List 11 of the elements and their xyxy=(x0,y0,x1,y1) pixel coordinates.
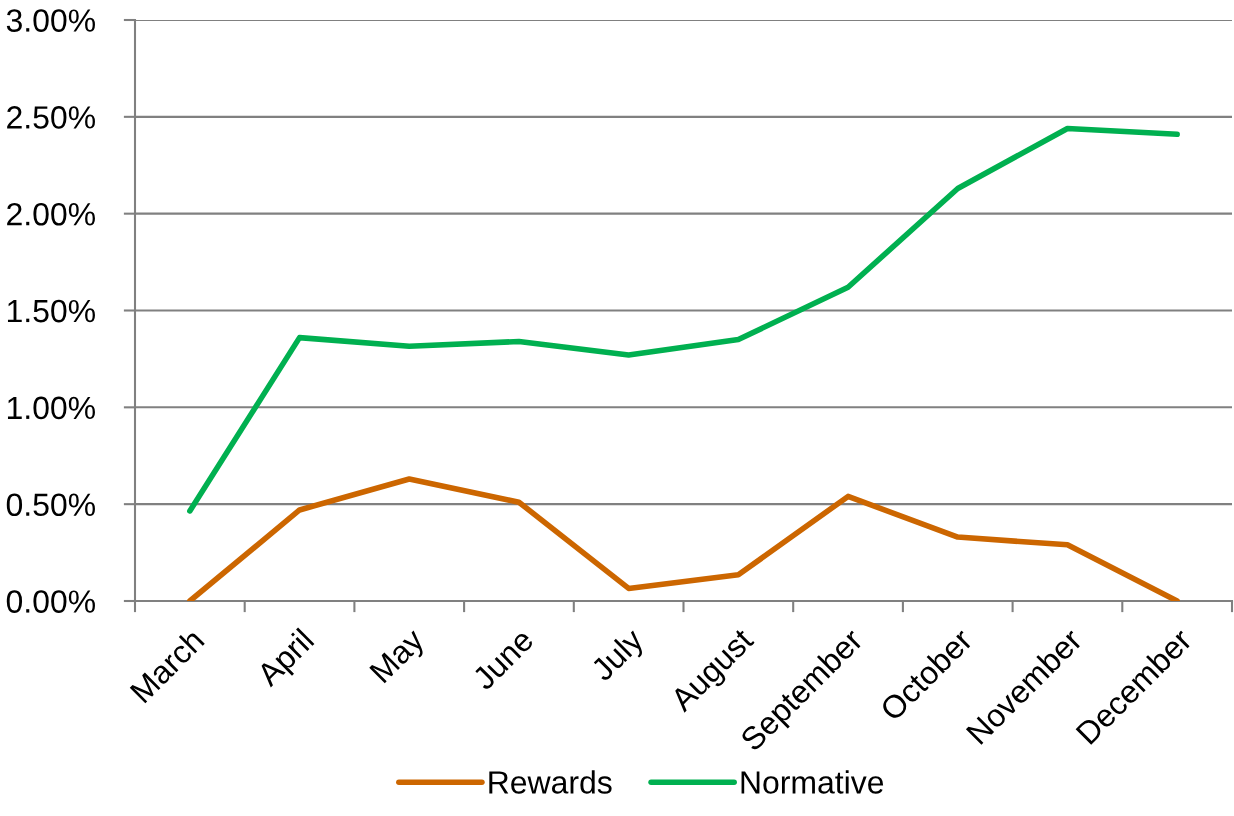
y-tick-label: 0.00% xyxy=(6,590,95,613)
legend-label: Normative xyxy=(741,770,884,794)
x-tick-label: May xyxy=(369,626,431,688)
y-tick-label: 0.50% xyxy=(6,493,95,517)
y-tick-label: 1.00% xyxy=(7,396,95,420)
y-tick-label: 1.50% xyxy=(7,299,95,323)
y-tick-label: 2.50% xyxy=(7,106,95,129)
legend-label: Rewards xyxy=(489,770,612,794)
y-tick-label: 3.00% xyxy=(6,9,95,32)
y-tick-label: 2.00% xyxy=(7,202,95,226)
x-tick-label: July xyxy=(588,626,650,687)
